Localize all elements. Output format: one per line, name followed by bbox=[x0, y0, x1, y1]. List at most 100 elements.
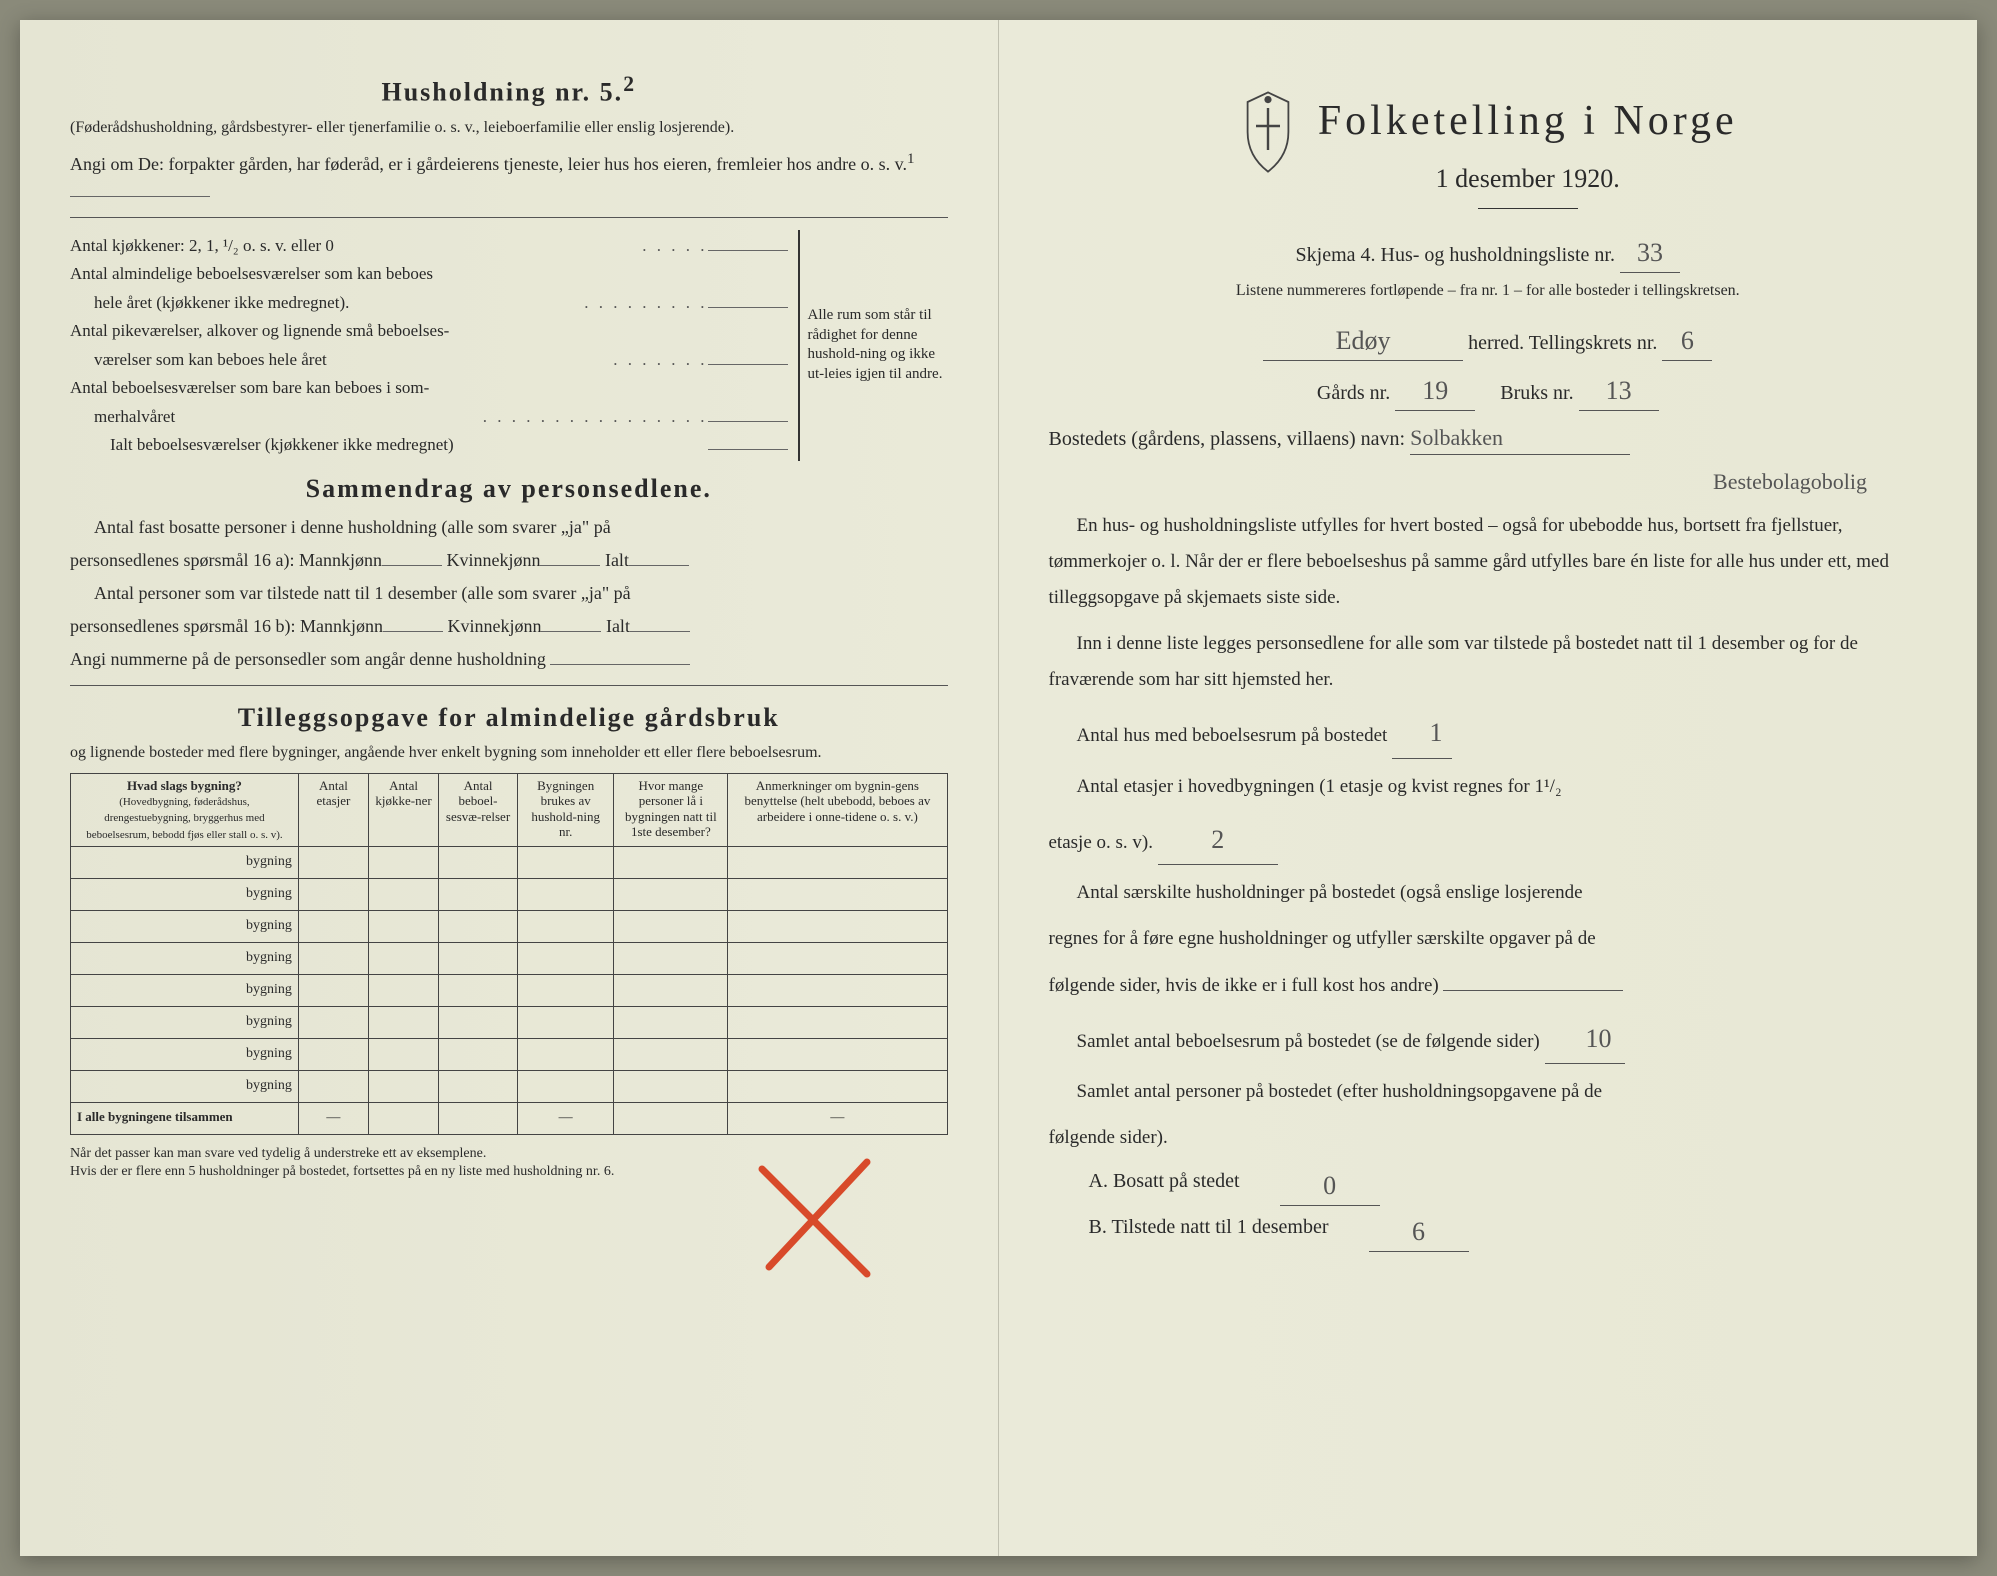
skjema-line: Skjema 4. Hus- og husholdningsliste nr. … bbox=[1049, 233, 1928, 273]
table-total-row: I alle bygningene tilsammen——— bbox=[71, 1102, 948, 1134]
blank bbox=[629, 548, 689, 566]
document-spread: Husholdning nr. 5.2 (Føderådshusholdning… bbox=[20, 20, 1977, 1556]
q2-label-b: etasje o. s. v). bbox=[1049, 832, 1153, 853]
bosted-value: Solbakken bbox=[1410, 421, 1630, 455]
row-label: hele året (kjøkkener ikke medregnet). bbox=[70, 290, 584, 316]
right-page: Folketelling i Norge 1 desember 1920. Sk… bbox=[999, 20, 1978, 1556]
divider bbox=[70, 685, 948, 686]
label: Kvinnekjønn bbox=[447, 616, 541, 636]
dots: . . . . . . . . . bbox=[584, 290, 707, 316]
dots: . . . . . bbox=[642, 233, 707, 259]
angi-nummerne: Angi nummerne på de personsedler som ang… bbox=[70, 646, 948, 673]
bosted-row2: Bestebolagobolig bbox=[1049, 465, 1928, 498]
q3-row: Antal særskilte husholdninger på bostede… bbox=[1049, 875, 1928, 911]
title-block: Folketelling i Norge 1 desember 1920. bbox=[1049, 90, 1928, 209]
label: Ialt bbox=[606, 616, 630, 636]
foot-text2: Hvis der er flere enn 5 husholdninger på… bbox=[70, 1164, 614, 1179]
blank-val bbox=[708, 421, 788, 422]
label: Ialt bbox=[605, 550, 629, 570]
title-text: Folketelling i Norge 1 desember 1920. bbox=[1318, 90, 1738, 209]
row-label: Antal pikeværelser, alkover og lignende … bbox=[70, 318, 788, 344]
heading-tillegg: Tilleggsopgave for almindelige gårdsbruk bbox=[70, 698, 948, 737]
row-label: bygning bbox=[71, 974, 299, 1006]
blank-val bbox=[708, 364, 788, 365]
dash: — bbox=[298, 1102, 368, 1134]
qa-value: 0 bbox=[1280, 1166, 1380, 1206]
dash: — bbox=[517, 1102, 613, 1134]
col-hvad: Hvad slags bygning?(Hovedbygning, føderå… bbox=[71, 773, 299, 846]
q3-label-c: følgende sider, hvis de ikke er i full k… bbox=[1049, 975, 1439, 996]
row-alm2: hele året (kjøkkener ikke medregnet). . … bbox=[70, 290, 788, 316]
footnote-1: Når det passer kan man svare ved tydelig… bbox=[70, 1145, 948, 1181]
qb-label: B. Tilstede natt til 1 desember bbox=[1089, 1212, 1329, 1252]
herred-label: herred. Tellingskrets nr. bbox=[1468, 332, 1657, 354]
blank-val bbox=[708, 449, 788, 450]
subtitle: 1 desember 1920. bbox=[1318, 159, 1738, 198]
row-pike: Antal pikeværelser, alkover og lignende … bbox=[70, 318, 788, 344]
sum-line1: Antal fast bosatte personer i denne hush… bbox=[70, 514, 948, 541]
blank bbox=[540, 548, 600, 566]
table-row: bygning bbox=[71, 942, 948, 974]
blank-val bbox=[708, 307, 788, 308]
gards-label: Gårds nr. bbox=[1317, 382, 1390, 404]
tillegg-sub: og lignende bosteder med flere bygninger… bbox=[70, 741, 948, 765]
q4-row: Samlet antal beboelsesrum på bostedet (s… bbox=[1049, 1014, 1928, 1064]
col-beboelse: Antal beboel-sesvæ-relser bbox=[439, 773, 518, 846]
krets-value: 6 bbox=[1662, 321, 1712, 361]
liste-nr-value: 33 bbox=[1620, 233, 1680, 273]
bosted-label: Bostedets (gårdens, plassens, villaens) … bbox=[1049, 428, 1406, 450]
q1-label: Antal hus med beboelsesrum på bostedet bbox=[1077, 725, 1388, 746]
q1-value: 1 bbox=[1392, 708, 1452, 758]
table-row: bygning bbox=[71, 846, 948, 878]
skjema-label: Skjema 4. Hus- og husholdningsliste nr. bbox=[1296, 244, 1615, 266]
label: Kvinnekjønn bbox=[446, 550, 540, 570]
bruks-value: 13 bbox=[1579, 371, 1659, 411]
row-label: merhalvåret bbox=[70, 404, 483, 430]
foot-text: Når det passer kan man svare ved tydelig… bbox=[70, 1146, 486, 1161]
dots: . . . . . . . . . . . . . . . . bbox=[483, 404, 708, 430]
qa-label: A. Bosatt på stedet bbox=[1089, 1166, 1240, 1206]
row-label: bygning bbox=[71, 1038, 299, 1070]
dots: . . . . . . . bbox=[613, 347, 707, 373]
label: personsedlenes spørsmål 16 b): Mannkjønn bbox=[70, 616, 383, 636]
row-label: Antal beboelsesværelser som bare kan beb… bbox=[70, 375, 788, 401]
row-label: bygning bbox=[71, 942, 299, 974]
heading5-subnote: (Føderådshusholdning, gårdsbestyrer- ell… bbox=[70, 116, 948, 140]
q3-row-b: regnes for å føre egne husholdninger og … bbox=[1049, 921, 1928, 957]
herred-value: Edøy bbox=[1263, 321, 1463, 361]
dash: — bbox=[728, 1102, 947, 1134]
col-anm: Anmerkninger om bygnin-gens benyttelse (… bbox=[728, 773, 947, 846]
row-label: Antal kjøkkener: 2, 1, ¹/₂ o. s. v. elle… bbox=[70, 233, 642, 259]
q2-label-a: Antal etasjer i hovedbygningen (1 etasje… bbox=[1077, 776, 1562, 797]
table-row: bygning bbox=[71, 1038, 948, 1070]
col-personer: Hvor mange personer lå i bygningen natt … bbox=[614, 773, 728, 846]
blank bbox=[630, 614, 690, 632]
q1-row: Antal hus med beboelsesrum på bostedet 1 bbox=[1049, 708, 1928, 758]
qa-row: A. Bosatt på stedet 0 bbox=[1089, 1166, 1928, 1206]
total-label: I alle bygningene tilsammen bbox=[71, 1102, 299, 1134]
row-sommer2: merhalvåret . . . . . . . . . . . . . . … bbox=[70, 404, 788, 430]
brace-note: Alle rum som står til rådighet for denne… bbox=[798, 230, 948, 461]
q4-label: Samlet antal beboelsesrum på bostedet (s… bbox=[1077, 1031, 1540, 1052]
row-label: bygning bbox=[71, 878, 299, 910]
crest-icon bbox=[1238, 90, 1298, 170]
para-2: Inn i denne liste legges personsedlene f… bbox=[1049, 626, 1928, 698]
col-etasjer: Antal etasjer bbox=[298, 773, 368, 846]
blank-field bbox=[70, 179, 210, 197]
row-alm: Antal almindelige beboelsesværelser som … bbox=[70, 261, 788, 287]
label: personsedlenes spørsmål 16 a): Mannkjønn bbox=[70, 550, 382, 570]
blank bbox=[383, 614, 443, 632]
angi-text: Angi om De: forpakter gården, har føderå… bbox=[70, 154, 907, 174]
table-row: bygning bbox=[71, 878, 948, 910]
row-label: bygning bbox=[71, 846, 299, 878]
row-ialt: Ialt beboelsesværelser (kjøkkener ikke m… bbox=[70, 432, 788, 458]
gards-value: 19 bbox=[1395, 371, 1475, 411]
row-kjokkener: Antal kjøkkener: 2, 1, ¹/₂ o. s. v. elle… bbox=[70, 233, 788, 259]
main-title: Folketelling i Norge bbox=[1318, 90, 1738, 153]
bosted-value2: Bestebolagobolig bbox=[1713, 469, 1867, 494]
bygning-table: Hvad slags bygning?(Hovedbygning, føderå… bbox=[70, 773, 948, 1135]
row-label: bygning bbox=[71, 910, 299, 942]
table-row: bygning bbox=[71, 1070, 948, 1102]
q5-row: Samlet antal personer på bostedet (efter… bbox=[1049, 1074, 1928, 1110]
blank bbox=[550, 647, 690, 665]
